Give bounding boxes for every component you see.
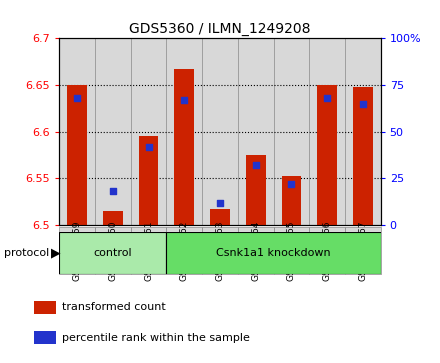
Bar bbox=[238, 38, 274, 225]
Point bbox=[359, 101, 366, 106]
Bar bbox=[34, 331, 56, 344]
Point bbox=[110, 188, 117, 194]
Bar bbox=[59, 232, 166, 274]
Text: GSM1278261: GSM1278261 bbox=[144, 220, 153, 281]
Bar bbox=[202, 227, 238, 274]
Bar bbox=[202, 38, 238, 225]
Text: GSM1278267: GSM1278267 bbox=[358, 220, 367, 281]
Bar bbox=[309, 227, 345, 274]
Bar bbox=[59, 38, 95, 225]
Point bbox=[323, 95, 330, 101]
Text: GSM1278265: GSM1278265 bbox=[287, 220, 296, 281]
Bar bbox=[166, 38, 202, 225]
Bar bbox=[131, 38, 166, 225]
Bar bbox=[166, 232, 381, 274]
Bar bbox=[345, 38, 381, 225]
Bar bbox=[309, 38, 345, 225]
Bar bbox=[317, 85, 337, 225]
Bar bbox=[131, 227, 166, 274]
Text: GSM1278266: GSM1278266 bbox=[323, 220, 332, 281]
Text: control: control bbox=[94, 248, 132, 258]
Bar bbox=[175, 69, 194, 225]
Bar bbox=[345, 227, 381, 274]
Bar bbox=[59, 227, 95, 274]
Point bbox=[74, 95, 81, 101]
Bar bbox=[166, 227, 202, 274]
Text: GSM1278260: GSM1278260 bbox=[108, 220, 117, 281]
Text: GSM1278262: GSM1278262 bbox=[180, 220, 189, 281]
Text: transformed count: transformed count bbox=[62, 302, 166, 312]
Bar bbox=[238, 227, 274, 274]
Point bbox=[288, 181, 295, 187]
Point bbox=[145, 144, 152, 150]
Bar bbox=[95, 38, 131, 225]
Bar bbox=[353, 87, 373, 225]
Text: GSM1278263: GSM1278263 bbox=[216, 220, 224, 281]
Bar bbox=[95, 227, 131, 274]
Text: percentile rank within the sample: percentile rank within the sample bbox=[62, 333, 250, 343]
Bar bbox=[274, 227, 309, 274]
Text: GSM1278259: GSM1278259 bbox=[73, 220, 82, 281]
Bar bbox=[139, 136, 158, 225]
Bar bbox=[34, 301, 56, 314]
Text: protocol: protocol bbox=[4, 248, 50, 258]
Text: GSM1278264: GSM1278264 bbox=[251, 220, 260, 281]
Bar bbox=[103, 211, 123, 225]
Bar bbox=[274, 38, 309, 225]
Text: ▶: ▶ bbox=[51, 247, 60, 260]
Text: Csnk1a1 knockdown: Csnk1a1 knockdown bbox=[216, 248, 331, 258]
Point bbox=[252, 162, 259, 168]
Bar bbox=[282, 176, 301, 225]
Bar bbox=[246, 155, 265, 225]
Point bbox=[181, 97, 188, 103]
Bar bbox=[67, 85, 87, 225]
Title: GDS5360 / ILMN_1249208: GDS5360 / ILMN_1249208 bbox=[129, 22, 311, 36]
Point bbox=[216, 200, 224, 205]
Bar bbox=[210, 209, 230, 225]
